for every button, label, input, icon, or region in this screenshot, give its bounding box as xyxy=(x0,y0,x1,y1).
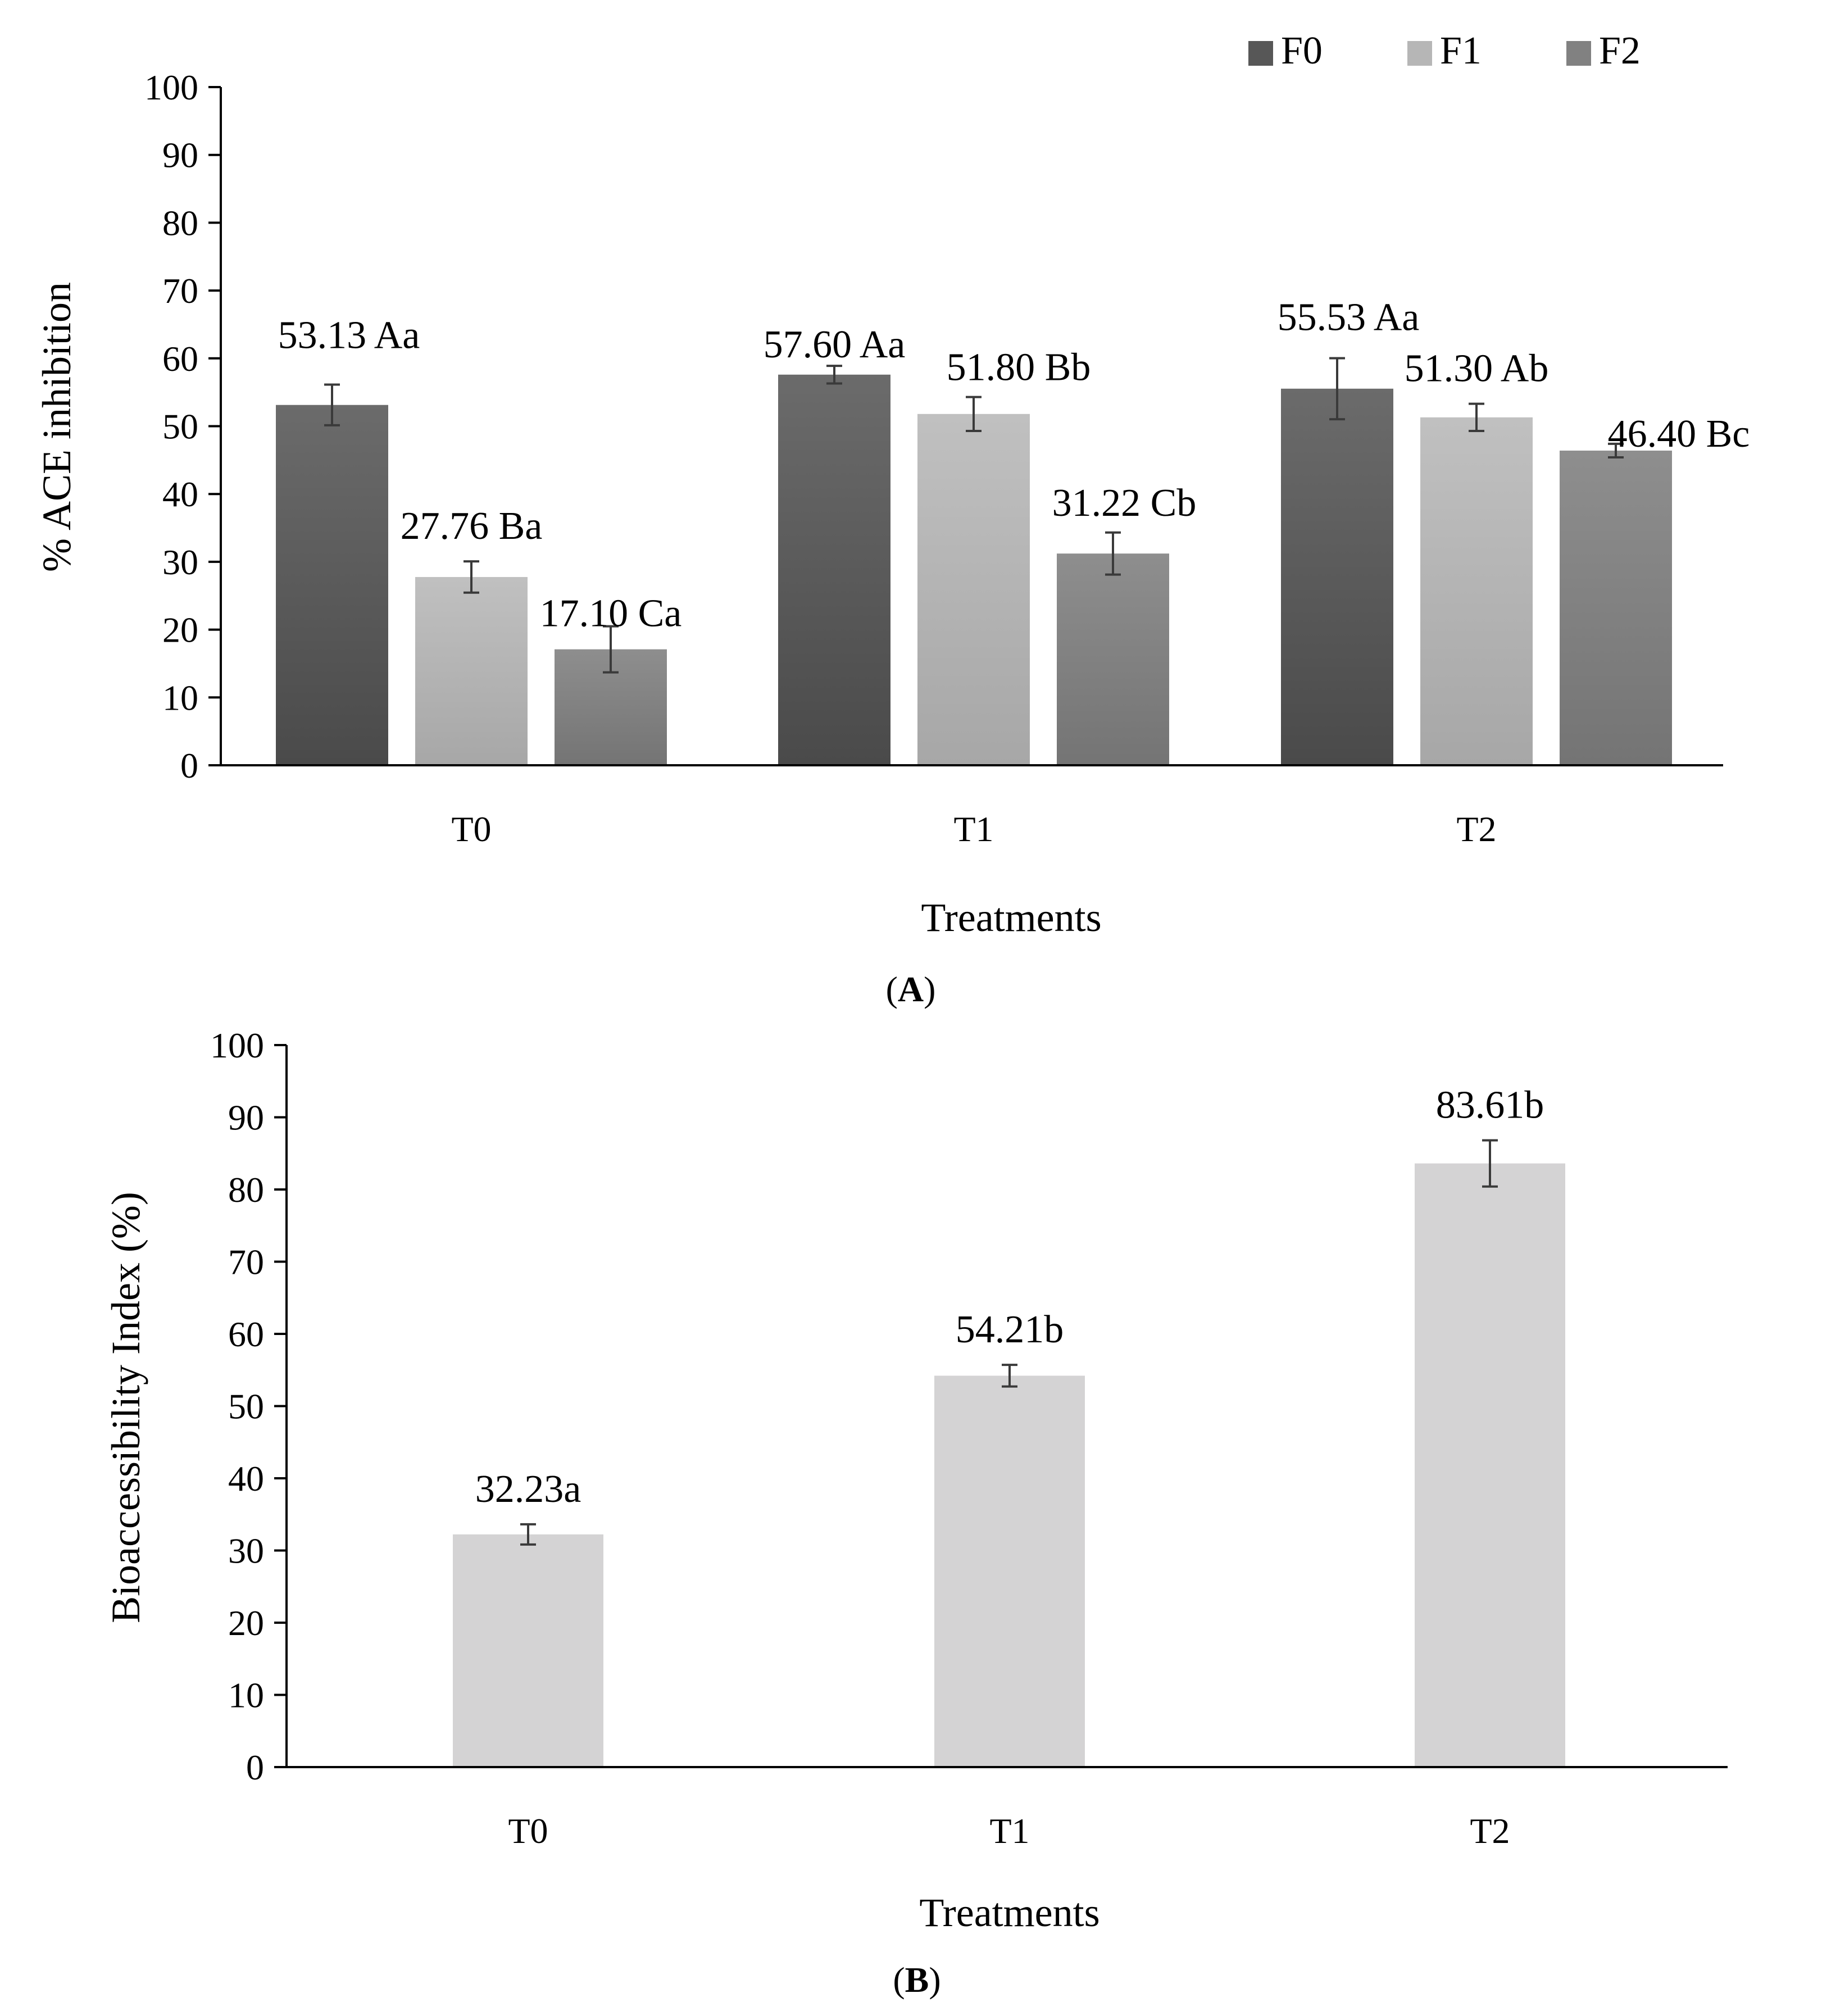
bar xyxy=(917,414,1030,765)
chart-panel-b: 32.23a 54.21b 83.61b 0 10 20 30 40 50 60 70 80 90 10… xyxy=(103,1025,1728,2000)
data-label: 32.23a xyxy=(475,1468,581,1511)
y-tick-label: 60 xyxy=(162,339,198,379)
y-tick-label: 80 xyxy=(228,1170,264,1210)
y-tick-label: 70 xyxy=(162,271,198,311)
bar xyxy=(778,374,890,765)
y-tick-label: 90 xyxy=(228,1098,264,1138)
legend-label: F1 xyxy=(1440,29,1482,72)
y-tick-label: 20 xyxy=(228,1603,264,1643)
data-label-group: 53.13 Aa 27.76 Ba 17.10 Ca 57.60 Aa 51.80 Bb… xyxy=(278,296,1750,635)
bar xyxy=(1057,553,1169,765)
bar-group xyxy=(276,374,1672,765)
data-label: 17.10 Ca xyxy=(540,592,682,635)
data-label: 53.13 Aa xyxy=(278,314,420,357)
bar xyxy=(1560,450,1672,765)
data-label: 51.30 Ab xyxy=(1405,347,1549,391)
y-tick-label: 70 xyxy=(228,1242,264,1282)
y-tick-label: 10 xyxy=(162,678,198,718)
data-label: 27.76 Ba xyxy=(401,505,543,548)
data-label: 51.80 Bb xyxy=(947,346,1091,389)
bar xyxy=(276,405,388,765)
x-axis-title: Treatments xyxy=(921,895,1101,940)
x-tick-label: T2 xyxy=(1470,1811,1510,1851)
bar-group xyxy=(453,1163,1565,1767)
y-tick-label: 90 xyxy=(162,135,198,175)
error-bar-group xyxy=(324,357,1624,674)
bar xyxy=(453,1534,603,1767)
data-label: 83.61b xyxy=(1436,1083,1544,1127)
y-tick-label: 50 xyxy=(228,1387,264,1427)
y-tick-label: 100 xyxy=(210,1025,264,1065)
x-tick-label: T0 xyxy=(508,1811,548,1851)
bar xyxy=(934,1375,1085,1767)
data-label-group: 32.23a 54.21b 83.61b xyxy=(475,1083,1544,1510)
y-tick-label: 20 xyxy=(162,610,198,650)
legend-swatch xyxy=(1407,41,1432,66)
x-tick-group: T0 T1 T2 xyxy=(508,1811,1510,1851)
legend-label: F2 xyxy=(1599,29,1641,72)
y-tick-label: 30 xyxy=(162,542,198,582)
x-tick-label: T1 xyxy=(989,1811,1029,1851)
data-label: 31.22 Cb xyxy=(1052,482,1197,525)
y-tick-label: 50 xyxy=(162,407,198,447)
y-tick-label: 100 xyxy=(144,67,198,107)
legend-swatch xyxy=(1248,41,1273,66)
legend: F0 F1 F2 xyxy=(1248,29,1641,72)
panel-label: (B) xyxy=(893,1960,940,2000)
y-tick-group: 0 10 20 30 40 50 60 70 80 90 100 xyxy=(144,67,221,785)
bar xyxy=(415,576,528,765)
data-label: 55.53 Aa xyxy=(1278,296,1420,339)
data-label: 46.40 Bc xyxy=(1608,412,1750,456)
y-tick-label: 30 xyxy=(228,1531,264,1571)
x-tick-group: T0 T1 T2 xyxy=(451,809,1496,849)
y-tick-label: 0 xyxy=(246,1747,264,1787)
y-axis-title: Bioaccessibility Index (%) xyxy=(103,1192,148,1623)
x-axis-title: Treatments xyxy=(919,1890,1099,1935)
x-tick-label: T0 xyxy=(451,809,491,849)
bar xyxy=(1281,388,1393,765)
legend-label: F0 xyxy=(1281,29,1323,72)
y-tick-group: 0 10 20 30 40 50 60 70 80 90 100 xyxy=(210,1025,287,1787)
y-tick-label: 40 xyxy=(228,1459,264,1499)
error-bar-group xyxy=(520,1139,1498,1546)
y-tick-label: 60 xyxy=(228,1314,264,1354)
y-tick-label: 80 xyxy=(162,203,198,243)
y-tick-label: 0 xyxy=(180,746,198,785)
x-tick-label: T1 xyxy=(953,809,993,849)
data-label: 54.21b xyxy=(956,1308,1064,1351)
panel-label: (A) xyxy=(886,969,936,1009)
y-tick-label: 40 xyxy=(162,474,198,514)
x-tick-label: T2 xyxy=(1456,809,1496,849)
y-tick-label: 10 xyxy=(228,1676,264,1715)
y-axis-title: % ACE inhibition xyxy=(34,282,79,572)
bar xyxy=(1415,1163,1565,1767)
legend-swatch xyxy=(1566,41,1591,66)
bar xyxy=(1420,417,1533,765)
data-label: 57.60 Aa xyxy=(764,323,906,366)
